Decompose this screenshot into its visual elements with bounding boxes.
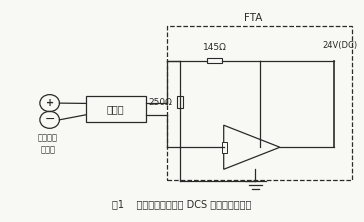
Text: −: −: [44, 113, 55, 126]
Text: 智能压力
变送器: 智能压力 变送器: [38, 133, 58, 154]
Text: 250Ω: 250Ω: [148, 98, 172, 107]
Bar: [167, 26, 352, 180]
Text: 24V(DC): 24V(DC): [322, 41, 357, 50]
Bar: [222, 142, 228, 153]
Bar: [177, 96, 183, 108]
Bar: [86, 96, 146, 122]
Text: +: +: [46, 98, 54, 108]
Bar: [207, 58, 222, 63]
Text: 安全栅: 安全栅: [107, 104, 124, 114]
Text: FTA: FTA: [244, 13, 262, 23]
Text: 145Ω: 145Ω: [203, 43, 226, 52]
Text: 图1    智能压力变送器与 DCS 现场的连接回路: 图1 智能压力变送器与 DCS 现场的连接回路: [112, 199, 252, 209]
